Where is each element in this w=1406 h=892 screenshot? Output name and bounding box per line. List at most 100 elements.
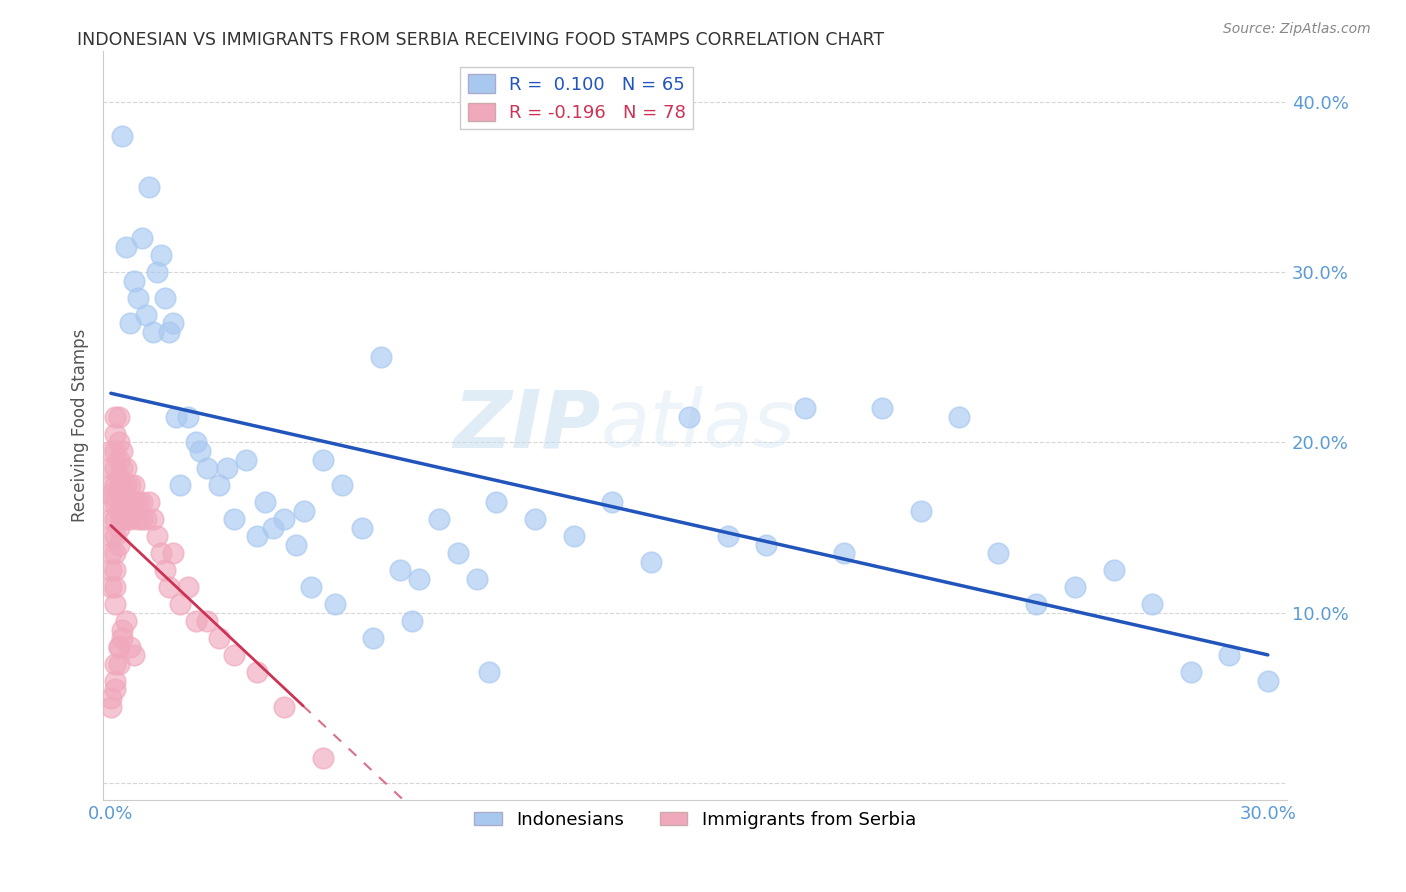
Point: [640, 555, 662, 569]
Point: [127, 291, 149, 305]
Point: [100, 512, 122, 526]
Point: [104, 597, 127, 611]
Point: [235, 452, 257, 467]
Point: [195, 615, 218, 629]
Point: [115, 512, 138, 526]
Point: [107, 409, 129, 424]
Point: [169, 478, 191, 492]
Point: [104, 512, 127, 526]
Point: [100, 444, 122, 458]
Point: [107, 503, 129, 517]
Point: [100, 699, 122, 714]
Point: [177, 580, 200, 594]
Point: [100, 580, 122, 594]
Point: [104, 495, 127, 509]
Point: [111, 461, 134, 475]
Point: [755, 538, 778, 552]
Point: [122, 274, 145, 288]
Point: [120, 495, 142, 509]
Point: [162, 546, 184, 560]
Point: [224, 648, 246, 663]
Point: [107, 640, 129, 654]
Point: [104, 427, 127, 442]
Point: [111, 623, 134, 637]
Point: [1180, 665, 1202, 680]
Text: Source: ZipAtlas.com: Source: ZipAtlas.com: [1223, 22, 1371, 37]
Point: [149, 546, 172, 560]
Point: [330, 478, 353, 492]
Point: [138, 495, 160, 509]
Point: [987, 546, 1010, 560]
Point: [135, 512, 157, 526]
Point: [1218, 648, 1240, 663]
Point: [104, 673, 127, 688]
Point: [104, 529, 127, 543]
Point: [157, 580, 180, 594]
Point: [146, 529, 169, 543]
Point: [478, 665, 501, 680]
Point: [122, 478, 145, 492]
Point: [361, 632, 384, 646]
Point: [142, 325, 165, 339]
Point: [120, 478, 142, 492]
Point: [1064, 580, 1087, 594]
Point: [153, 563, 176, 577]
Point: [312, 750, 335, 764]
Point: [870, 401, 893, 416]
Point: [1140, 597, 1163, 611]
Point: [401, 615, 423, 629]
Point: [100, 546, 122, 560]
Point: [104, 444, 127, 458]
Point: [104, 580, 127, 594]
Point: [153, 291, 176, 305]
Point: [165, 409, 187, 424]
Point: [323, 597, 346, 611]
Point: [177, 409, 200, 424]
Point: [111, 128, 134, 143]
Text: INDONESIAN VS IMMIGRANTS FROM SERBIA RECEIVING FOOD STAMPS CORRELATION CHART: INDONESIAN VS IMMIGRANTS FROM SERBIA REC…: [77, 31, 884, 49]
Point: [447, 546, 470, 560]
Point: [115, 495, 138, 509]
Point: [215, 461, 238, 475]
Point: [162, 316, 184, 330]
Point: [408, 572, 430, 586]
Point: [100, 495, 122, 509]
Point: [169, 597, 191, 611]
Point: [127, 495, 149, 509]
Point: [427, 512, 450, 526]
Point: [104, 409, 127, 424]
Point: [1102, 563, 1125, 577]
Point: [104, 657, 127, 671]
Point: [262, 521, 284, 535]
Point: [100, 478, 122, 492]
Point: [111, 632, 134, 646]
Point: [100, 486, 122, 500]
Point: [104, 682, 127, 697]
Point: [312, 452, 335, 467]
Point: [107, 486, 129, 500]
Point: [600, 495, 623, 509]
Point: [224, 512, 246, 526]
Point: [149, 248, 172, 262]
Point: [111, 444, 134, 458]
Point: [107, 640, 129, 654]
Point: [284, 538, 307, 552]
Point: [107, 521, 129, 535]
Point: [131, 495, 153, 509]
Point: [562, 529, 585, 543]
Point: [100, 563, 122, 577]
Point: [100, 461, 122, 475]
Point: [107, 452, 129, 467]
Point: [157, 325, 180, 339]
Point: [104, 563, 127, 577]
Point: [948, 409, 970, 424]
Text: ZIP: ZIP: [453, 386, 600, 465]
Point: [832, 546, 855, 560]
Point: [131, 231, 153, 245]
Point: [138, 180, 160, 194]
Y-axis label: Receiving Food Stamps: Receiving Food Stamps: [72, 329, 89, 522]
Point: [100, 529, 122, 543]
Point: [1257, 673, 1279, 688]
Point: [146, 265, 169, 279]
Point: [142, 512, 165, 526]
